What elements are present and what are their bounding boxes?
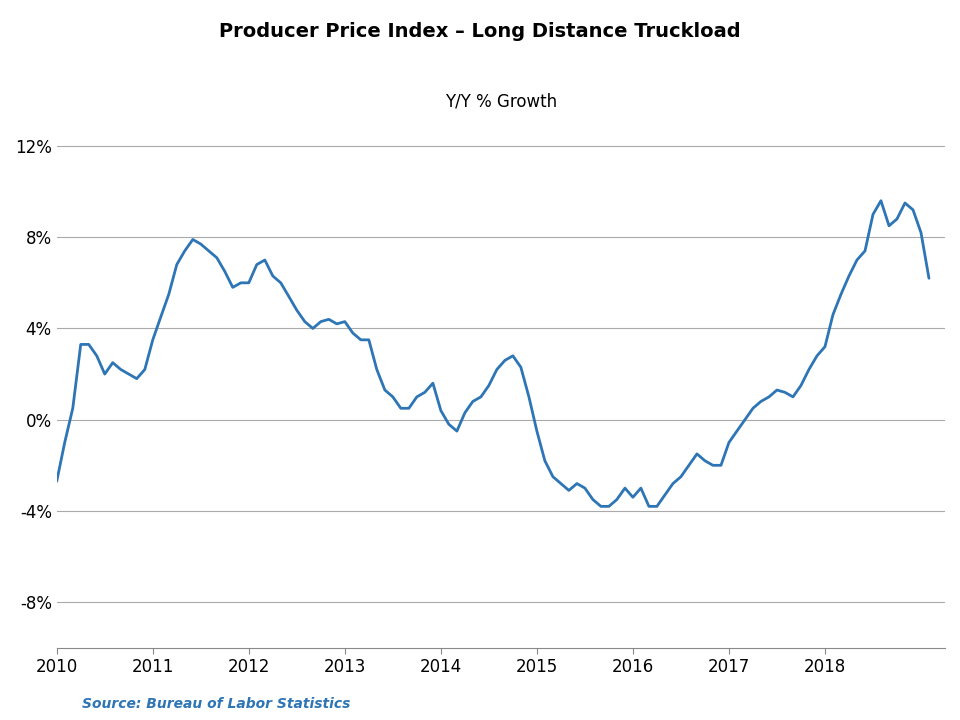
Text: Source: Bureau of Labor Statistics: Source: Bureau of Labor Statistics	[82, 697, 350, 711]
Title: Y/Y % Growth: Y/Y % Growth	[444, 92, 557, 110]
Text: Producer Price Index – Long Distance Truckload: Producer Price Index – Long Distance Tru…	[219, 22, 741, 40]
